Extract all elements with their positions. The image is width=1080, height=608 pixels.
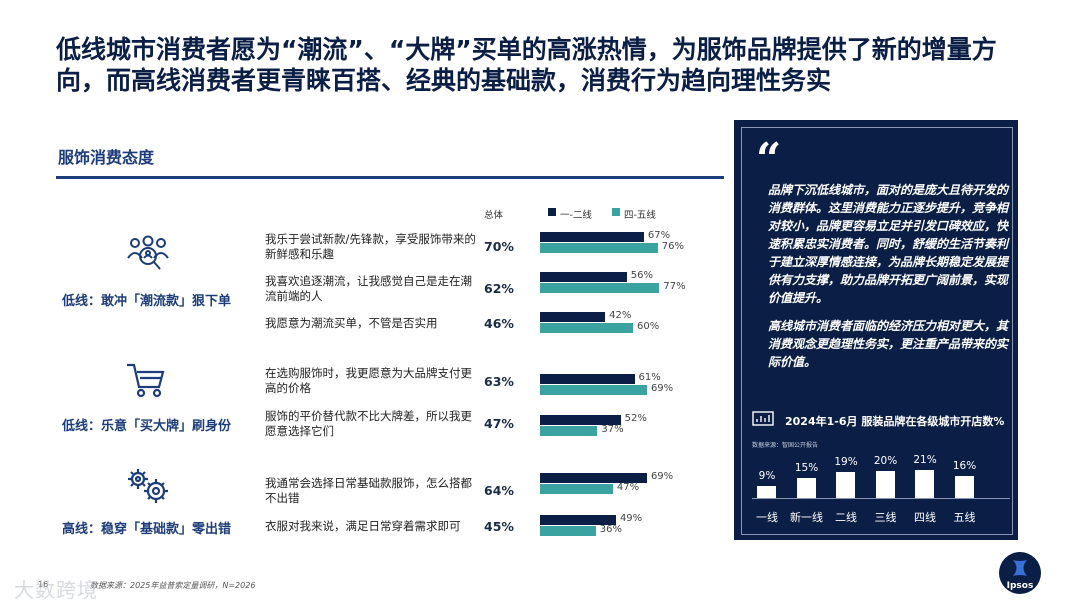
- store-bar: [796, 477, 816, 498]
- bar-tier45-label: 36%: [599, 524, 623, 535]
- total-value: 70%: [484, 239, 514, 254]
- statement-text: 我愿意为潮流买单，不管是否实用: [265, 316, 438, 330]
- store-bar: [836, 472, 855, 498]
- statement-text: 衣服对我来说，满足日常穿着需求即可: [265, 519, 461, 533]
- store-bar-value: 19%: [834, 456, 858, 469]
- statement-text: 在选购服饰时，我更愿意为大品牌支付更高的价格: [265, 366, 472, 395]
- store-bar-category: 五线: [953, 511, 976, 524]
- legend-label-tier1: 一-二线: [560, 210, 592, 221]
- quote-paragraph-1: 品牌下沉低线城市，面对的是庞大且待开发的消费群体。这里消费能力正逐步提升，竞争相…: [768, 183, 1009, 305]
- store-bar-value: 21%: [913, 453, 937, 466]
- store-bar-category: 一线: [756, 511, 778, 524]
- store-chart-title: 2024年1-6月 服装品牌在各级城市开店数%: [785, 415, 1005, 428]
- bar-tier45: [540, 426, 598, 436]
- group-label-brand: 低线：乐意「买大牌」刷身份: [62, 419, 232, 434]
- legend-swatch-tier45: [612, 208, 620, 216]
- store-bar-category: 二线: [835, 511, 857, 524]
- bar-tier1: [540, 232, 644, 242]
- statement-text: 我喜欢追逐潮流，让我感觉自己是走在潮流前端的人: [265, 274, 472, 303]
- page-title: 低线城市消费者愿为“潮流”、“大牌”买单的高涨热情，为服饰品牌提供了新的增量方向…: [56, 35, 997, 95]
- section-label: 服饰消费态度: [58, 148, 155, 167]
- bar-tier45: [540, 283, 660, 293]
- footer-source: 数据来源：2025年益普索定量调研，N=2026: [90, 581, 256, 590]
- bar-tier1: [540, 374, 635, 384]
- store-bar-value: 16%: [952, 460, 977, 473]
- insight-panel-border: [741, 127, 1013, 535]
- statement-text: 我乐于尝试新款/先锋款，享受服饰带来的新鲜感和乐趣: [265, 232, 476, 261]
- svg-text:Ipsos: Ipsos: [1007, 581, 1034, 591]
- store-bar-value: 20%: [873, 455, 898, 467]
- store-bar-category: 三线: [874, 511, 897, 524]
- chart-icon: [752, 411, 774, 431]
- quote-paragraph-2: 高线城市消费者面临的经济压力相对更大，其消费观念更趋理性务实，更注重产品带来的实…: [768, 319, 1009, 369]
- quote-text: 品牌下沉低线城市，面对的是庞大且待开发的消费群体。这里消费能力正逐步提升，竞争相…: [768, 181, 1008, 381]
- store-bar: [915, 469, 934, 498]
- bar-tier45-label: 60%: [637, 321, 660, 332]
- store-bar: [875, 471, 895, 498]
- group-label-basic: 高线：稳穿「基础款」零出错: [62, 522, 232, 537]
- watermark: 大数跨境: [14, 578, 98, 602]
- store-bar-category: 新一线: [790, 511, 823, 524]
- total-value: 63%: [484, 374, 514, 389]
- section-divider: [56, 176, 724, 179]
- bar-tier45: [540, 243, 658, 253]
- total-value: 46%: [484, 316, 514, 331]
- store-bar-value: 15%: [794, 461, 819, 474]
- ipsos-logo: Ipsos: [999, 552, 1041, 594]
- bar-tier1: [540, 515, 616, 525]
- statement-text: 我通常会选择日常基础款服饰，怎么搭都不出错: [265, 476, 472, 505]
- store-chart-source: 数据来源：智国公开报告: [752, 442, 819, 449]
- bar-tier45-label: 37%: [601, 424, 624, 435]
- bar-tier1: [540, 473, 647, 483]
- bar-tier1: [540, 272, 627, 282]
- bar-tier45-label: 47%: [616, 482, 640, 493]
- legend-swatch-tier1: [548, 208, 556, 216]
- total-value: 62%: [484, 281, 514, 296]
- bar-tier1-label: 42%: [609, 310, 632, 321]
- gears-icon: [125, 466, 171, 510]
- bar-tier45: [540, 526, 596, 536]
- bar-tier1-label: 56%: [630, 270, 654, 281]
- insight-panel: [734, 120, 1018, 540]
- total-value: 64%: [484, 483, 514, 498]
- shopping-cart-icon: [125, 360, 167, 404]
- bar-tier45: [540, 323, 633, 333]
- total-column-header: 总体: [484, 210, 504, 221]
- page-number: 16: [38, 580, 49, 589]
- group-label-trend: 低线：敢冲「潮流款」狠下单: [62, 294, 232, 309]
- legend-label-tier45: 四-五线: [624, 210, 656, 221]
- total-value: 47%: [484, 416, 514, 431]
- store-chart-axis: [752, 498, 1010, 499]
- bar-tier45-label: 76%: [661, 241, 685, 252]
- bar-tier1-label: 61%: [638, 372, 661, 383]
- total-value: 45%: [484, 519, 514, 534]
- store-bar-value: 9%: [758, 469, 776, 482]
- bar-tier45-label: 77%: [663, 281, 686, 292]
- bar-tier1-label: 69%: [650, 471, 674, 482]
- bar-tier1: [540, 415, 621, 425]
- store-bar-category: 四线: [914, 511, 936, 524]
- bar-tier1-label: 49%: [619, 513, 643, 524]
- bar-tier1-label: 52%: [624, 413, 647, 424]
- people-search-icon: [125, 234, 171, 278]
- bar-tier45-label: 69%: [650, 383, 674, 394]
- statement-text: 服饰的平价替代款不比大牌差，所以我更愿意选择它们: [265, 409, 472, 438]
- bar-tier1: [540, 312, 606, 322]
- bar-tier1-label: 67%: [647, 230, 671, 241]
- bar-tier45: [540, 484, 613, 494]
- store-bar: [954, 476, 974, 498]
- quote-mark-icon: “: [756, 134, 782, 185]
- store-bar: [757, 485, 776, 498]
- bar-tier45: [540, 385, 647, 395]
